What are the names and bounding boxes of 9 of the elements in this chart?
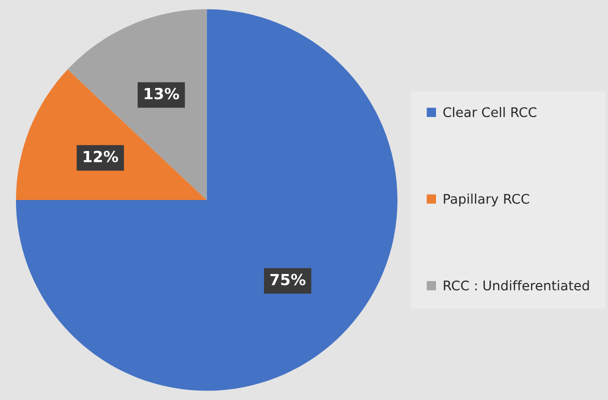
legend-label: Papillary RCC: [444, 194, 530, 206]
pie-slice: [16, 9, 398, 391]
data-label: 75%: [270, 274, 306, 286]
data-label: 13%: [144, 88, 180, 100]
legend-label: RCC : Undifferentiated: [444, 280, 589, 290]
pie-slice: [16, 69, 207, 200]
data-label: 12%: [84, 150, 118, 162]
legend-label: Clear Cell RCC: [443, 106, 536, 118]
pie-slice: [68, 9, 207, 200]
